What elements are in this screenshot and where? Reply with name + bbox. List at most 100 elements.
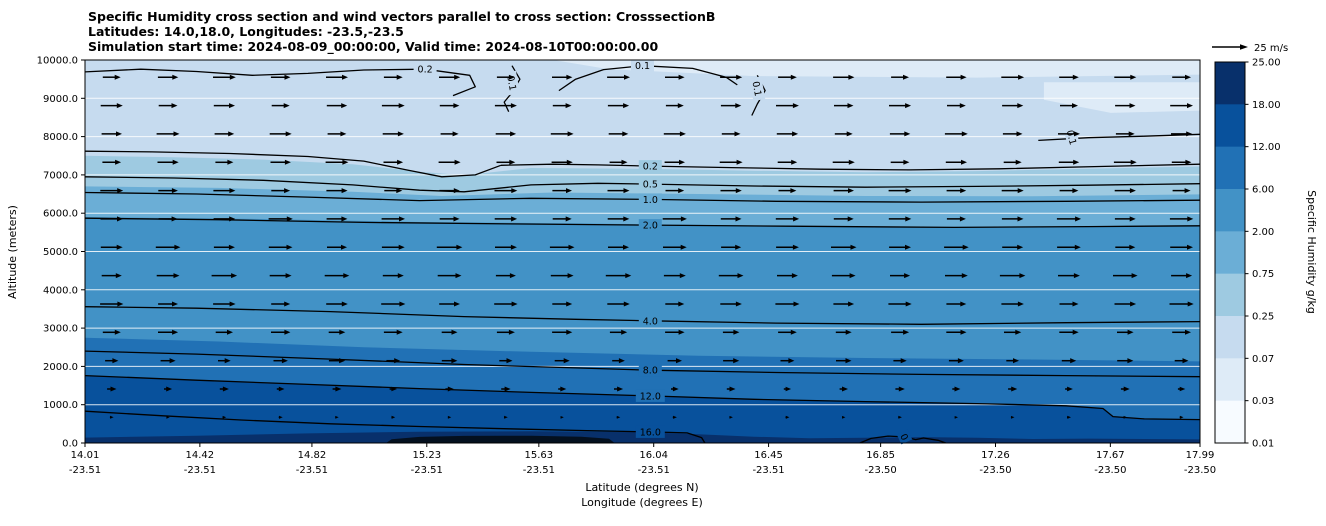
x-axis-label-latitude: Latitude (degrees N) (585, 481, 698, 494)
wind-arrow (499, 358, 513, 364)
x-tick-label-lat: 14.42 (186, 450, 215, 461)
wind-arrow (496, 74, 515, 80)
wind-arrow (1002, 244, 1024, 250)
wind-arrow (105, 358, 119, 364)
contour-label: 0.1 (631, 59, 654, 72)
wind-arrow (665, 301, 685, 307)
wind-arrow (948, 358, 964, 364)
wind-arrow (271, 188, 291, 194)
wind-arrow (439, 216, 460, 222)
wind-arrow (672, 415, 677, 419)
wind-arrow (324, 273, 350, 279)
wind-arrow (719, 159, 743, 165)
wind-arrow (1114, 216, 1136, 222)
x-tick-label-lat: 16.45 (754, 450, 783, 461)
svg-text:1.0: 1.0 (643, 195, 658, 206)
wind-arrow (327, 131, 347, 137)
wind-arrow (213, 301, 236, 307)
wind-arrow (609, 159, 628, 165)
wind-arrow (663, 273, 686, 279)
plot-titles: Specific Humidity cross section and wind… (88, 9, 715, 55)
wind-arrow (778, 329, 797, 335)
contour-line-16.0 (85, 410, 706, 443)
wind-arrow (842, 415, 846, 419)
wind-arrow (954, 416, 958, 419)
wind-arrow (946, 329, 967, 335)
x-axis-label-longitude: Longitude (degrees E) (581, 496, 703, 509)
wind-arrow (100, 103, 123, 109)
wind-arrow (607, 103, 630, 109)
wind-arrow (609, 329, 628, 335)
wind-arrow (102, 159, 122, 165)
svg-text:0.2: 0.2 (418, 65, 433, 76)
wind-arrow (607, 216, 630, 222)
wind-arrow (1010, 415, 1015, 419)
wind-arrow (381, 103, 405, 109)
wind-arrow (1114, 301, 1137, 307)
wind-arrow (101, 131, 122, 137)
wind-arrow (269, 131, 292, 137)
svg-text:0.5: 0.5 (643, 180, 658, 191)
wind-arrow (895, 386, 905, 392)
y-tick-label: 7000.0 (43, 170, 78, 181)
contour-label: 0.1 (749, 76, 766, 102)
contour-label: 0.2 (638, 160, 662, 173)
wind-arrow (1067, 415, 1071, 419)
wind-arrow (778, 188, 797, 194)
wind-arrow (777, 159, 798, 165)
y-axis-label: Altitude (meters) (6, 205, 19, 299)
wind-arrow (889, 131, 911, 137)
contour-label: 0.2 (413, 63, 437, 76)
wind-arrow (157, 74, 179, 80)
wind-arrow (663, 244, 687, 250)
wind-arrow (1058, 159, 1080, 165)
wind-arrow (833, 216, 854, 222)
wind-arrow (662, 216, 687, 222)
wind-arrow (776, 244, 799, 250)
x-tick-label-lon: -23.50 (1184, 465, 1216, 476)
colorbar-tick-label: 0.07 (1252, 354, 1274, 365)
wind-arrow (436, 244, 463, 250)
y-tick-label: 10000.0 (37, 56, 78, 67)
colorbar-cell (1215, 316, 1245, 359)
x-tick-label-lat: 16.04 (639, 450, 668, 461)
wind-arrow (494, 216, 518, 222)
wind-arrow (945, 273, 968, 279)
wind-arrow (156, 131, 180, 137)
wind-arrow (831, 273, 856, 279)
wind-arrow (166, 416, 170, 419)
wind-arrow (441, 329, 458, 335)
wind-arrow (213, 216, 236, 222)
x-tick-label-lon: -23.50 (1094, 465, 1126, 476)
wind-arrow (952, 386, 961, 392)
wind-arrow (1117, 358, 1134, 364)
wind-arrow (215, 329, 233, 335)
wind-arrow (1171, 273, 1193, 279)
wind-arrow (720, 103, 742, 109)
wind-arrow (665, 103, 684, 109)
wind-arrow (1114, 74, 1137, 80)
wind-arrow (667, 358, 682, 364)
wind-arrow (325, 159, 349, 165)
wind-arrow (494, 188, 518, 194)
wind-arrow (1172, 188, 1191, 194)
svg-text:0.2: 0.2 (643, 162, 658, 173)
wind-arrow (495, 273, 516, 279)
wind-arrow (213, 188, 236, 194)
wind-arrow (214, 131, 235, 137)
wind-arrow (326, 216, 348, 222)
colorbar-cell (1215, 273, 1245, 317)
wind-arrow (888, 188, 912, 194)
wind-arrow (383, 74, 403, 80)
wind-arrow (276, 386, 285, 392)
wind-arrow (381, 244, 405, 250)
wind-arrow (1171, 159, 1192, 165)
wind-arrow (1115, 131, 1135, 137)
wind-arrow (1059, 188, 1079, 194)
wind-arrow (723, 358, 740, 364)
humidity-fill-layer (1043, 82, 1200, 113)
wind-arrow (608, 244, 629, 250)
wind-arrow (158, 301, 178, 307)
x-tick-label-lon: -23.50 (979, 465, 1011, 476)
contour-labels: 0.2 0.10.1 0.10.10.20.51.02.04.08.012.016.… (413, 59, 1081, 445)
